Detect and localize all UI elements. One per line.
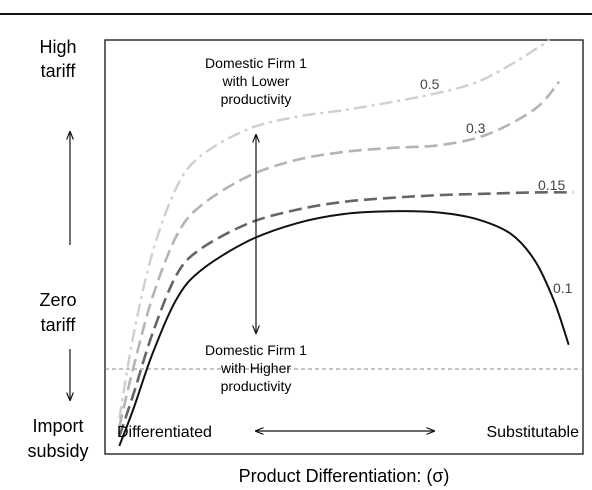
y-label-zero: Zero bbox=[39, 290, 76, 310]
series-label-0-15: 0.15 bbox=[538, 177, 565, 193]
x-label-substitutable: Substitutable bbox=[486, 424, 579, 441]
series-line-0-3 bbox=[118, 80, 561, 428]
series-label-group: 0.5 0.3 0.15 0.1 bbox=[420, 76, 573, 296]
series-line-0-5 bbox=[118, 39, 551, 420]
y-label-subsidy: subsidy bbox=[27, 441, 88, 461]
x-axis-title: Product Differentiation: (σ) bbox=[239, 466, 450, 486]
series-label-0-3: 0.3 bbox=[466, 120, 486, 136]
annotation-lower-3: productivity bbox=[221, 91, 292, 107]
annotation-higher-1: Domestic Firm 1 bbox=[205, 342, 307, 358]
y-label-high: High bbox=[39, 37, 76, 57]
series-group bbox=[118, 39, 574, 447]
series-line-0-1 bbox=[118, 210, 570, 447]
y-label-tariff-top: tariff bbox=[41, 61, 77, 81]
y-label-tariff-mid: tariff bbox=[41, 315, 77, 335]
annotation-higher-2: with Higher bbox=[220, 360, 291, 376]
series-label-0-1: 0.1 bbox=[553, 280, 573, 296]
annotation-lower-1: Domestic Firm 1 bbox=[205, 55, 307, 71]
annotation-higher-3: productivity bbox=[221, 378, 292, 394]
x-label-differentiated: Differentiated bbox=[117, 424, 212, 441]
y-label-import: Import bbox=[32, 416, 83, 436]
annotation-lower-2: with Lower bbox=[222, 73, 290, 89]
series-line-0-15 bbox=[118, 191, 574, 437]
plot-frame bbox=[104, 39, 584, 455]
series-label-0-5: 0.5 bbox=[420, 76, 440, 92]
